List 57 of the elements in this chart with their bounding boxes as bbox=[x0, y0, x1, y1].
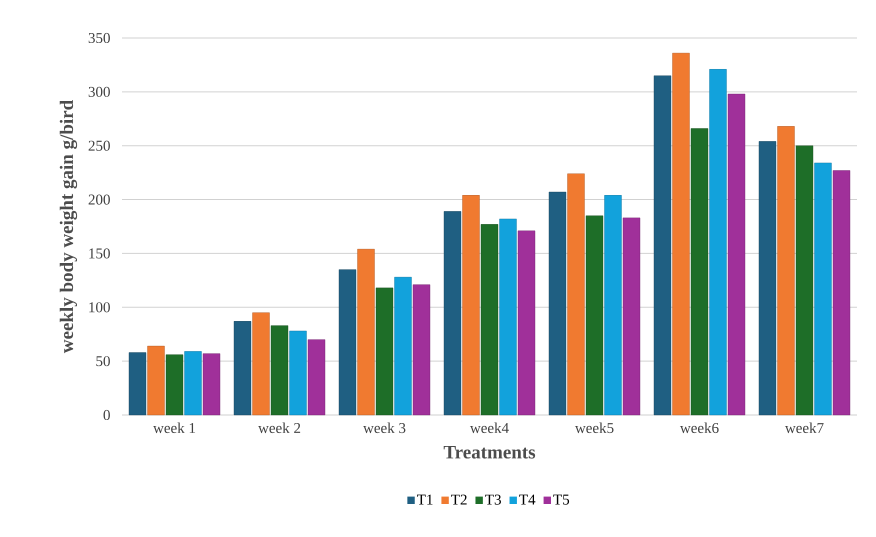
y-axis-title: weekly body weight gain g/bird bbox=[60, 100, 78, 354]
legend-label: T4 bbox=[519, 494, 536, 504]
bar bbox=[518, 230, 536, 416]
bar bbox=[758, 141, 776, 416]
x-tick-label: week6 bbox=[680, 422, 719, 434]
bar bbox=[289, 330, 307, 416]
bar bbox=[444, 211, 462, 416]
bar bbox=[622, 218, 640, 416]
y-tick-label: 300 bbox=[88, 86, 110, 97]
bar bbox=[654, 75, 672, 416]
x-tick-label: week5 bbox=[574, 422, 614, 434]
x-tick-label: week 1 bbox=[153, 422, 196, 434]
x-tick-label: week 3 bbox=[363, 422, 406, 434]
bar bbox=[184, 351, 202, 416]
y-tick-label: 50 bbox=[96, 356, 110, 366]
bar bbox=[338, 269, 356, 416]
y-tick-label: 250 bbox=[88, 140, 110, 151]
bar bbox=[672, 52, 690, 416]
bar bbox=[480, 224, 498, 416]
bar bbox=[690, 128, 708, 416]
x-axis-title: Treatments bbox=[444, 446, 536, 459]
bar bbox=[166, 354, 184, 416]
bar bbox=[462, 195, 480, 416]
bar bbox=[832, 170, 850, 416]
bar bbox=[548, 192, 566, 416]
x-tick-label: week4 bbox=[470, 422, 509, 434]
bar bbox=[394, 276, 412, 416]
bar bbox=[728, 94, 746, 416]
y-tick-label: 350 bbox=[88, 32, 110, 44]
bar bbox=[777, 126, 795, 416]
bar bbox=[234, 321, 252, 416]
y-tick-label: 100 bbox=[89, 302, 110, 312]
y-tick-label: 150 bbox=[89, 248, 110, 258]
legend-label: T2 bbox=[451, 494, 467, 505]
bar bbox=[147, 346, 165, 416]
bar bbox=[796, 146, 814, 416]
bar bbox=[202, 353, 220, 416]
bar bbox=[357, 248, 375, 416]
x-tick-label: week7 bbox=[784, 422, 824, 434]
legend-label: T3 bbox=[485, 494, 501, 505]
bar bbox=[376, 288, 394, 416]
bar bbox=[814, 162, 832, 416]
bar bbox=[412, 284, 430, 416]
bar bbox=[604, 195, 622, 416]
bar bbox=[499, 218, 517, 416]
legend-label: T5 bbox=[553, 494, 570, 505]
bar bbox=[252, 312, 270, 416]
bar bbox=[586, 216, 604, 416]
x-tick-label: week 2 bbox=[258, 422, 300, 434]
legend-label: T1 bbox=[417, 494, 433, 504]
bar bbox=[709, 69, 727, 416]
bar bbox=[567, 174, 585, 416]
bar bbox=[308, 339, 326, 416]
y-tick-label: 200 bbox=[88, 194, 110, 205]
y-tick-label: 0 bbox=[104, 410, 110, 420]
bar bbox=[270, 325, 288, 416]
bar bbox=[128, 352, 146, 416]
